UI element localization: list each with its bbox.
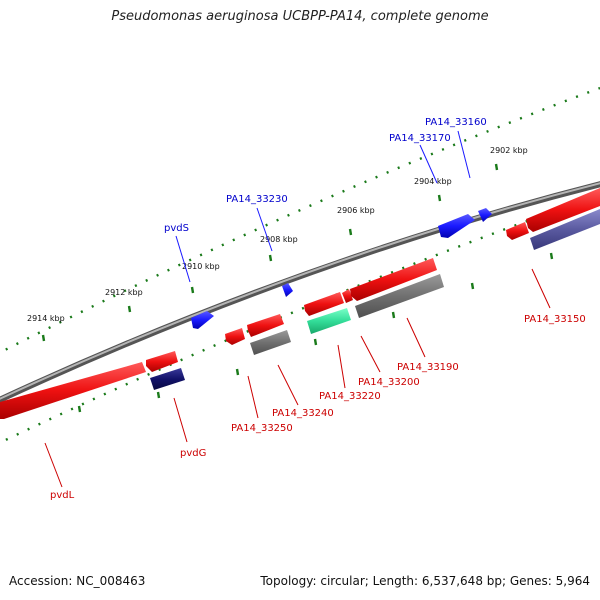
forward-leader-lines — [175, 130, 471, 283]
gene-arrow-reverse-small[interactable] — [342, 289, 353, 303]
kbp-label: 2902 kbp — [490, 146, 528, 155]
gene-arrow-PA14_33220[interactable] — [304, 292, 344, 316]
gene-label-PA14_33200[interactable]: PA14_33200 — [358, 377, 420, 388]
gene-arrow-pvdS[interactable] — [191, 311, 214, 329]
kbp-label: 2908 kbp — [260, 235, 298, 244]
cds-PA14_33220[interactable] — [307, 308, 351, 334]
gene-arrow-PA14_33160[interactable] — [478, 208, 492, 222]
cds-pvdG[interactable] — [150, 368, 185, 390]
kbp-label: 2906 kbp — [337, 206, 375, 215]
reverse-leader-lines — [44, 268, 551, 488]
cds-PA14_33150[interactable] — [530, 209, 600, 250]
gene-label-PA14_33230[interactable]: PA14_33230 — [226, 194, 288, 205]
gene-label-PA14_33250[interactable]: PA14_33250 — [231, 423, 293, 434]
kbp-label: 2914 kbp — [27, 314, 65, 323]
inner-ruler-track — [0, 193, 600, 444]
cds-PA14_33200[interactable] — [355, 274, 444, 318]
gene-arrow-PA14_33170[interactable] — [438, 214, 475, 238]
gene-arrow-reverse[interactable] — [146, 351, 178, 372]
gene-label-pvdG[interactable]: pvdG — [180, 448, 206, 459]
kbp-label: 2910 kbp — [182, 262, 220, 271]
outer-ruler-track — [0, 86, 600, 354]
gene-arrow-pvdL[interactable] — [0, 362, 146, 419]
gene-label-PA14_33160[interactable]: PA14_33160 — [425, 117, 487, 128]
gene-arrow-forward[interactable] — [282, 283, 293, 297]
gene-arrow-reverse-edge[interactable] — [526, 188, 600, 232]
accession-text: Accession: NC_008463 — [9, 574, 146, 588]
gene-arrow-PA14_33150[interactable] — [506, 222, 529, 240]
major-ticks — [41, 163, 554, 413]
gene-label-PA14_33220[interactable]: PA14_33220 — [319, 391, 381, 402]
genome-summary-text: Topology: circular; Length: 6,537,648 bp… — [260, 574, 590, 588]
map-title: Pseudomonas aeruginosa UCBPP-PA14, compl… — [111, 9, 489, 24]
cds-PA14_33240[interactable] — [250, 330, 291, 355]
kbp-label: 2904 kbp — [414, 177, 452, 186]
kbp-label: 2912 kbp — [105, 288, 143, 297]
gene-arrow-PA14_33250[interactable] — [225, 328, 245, 345]
gene-label-PA14_33240[interactable]: PA14_33240 — [272, 408, 334, 419]
gene-label-PA14_33170[interactable]: PA14_33170 — [389, 133, 451, 144]
gene-label-pvdS[interactable]: pvdS — [164, 223, 189, 234]
gene-label-PA14_33150[interactable]: PA14_33150 — [524, 314, 586, 325]
gene-arrow-PA14_33200[interactable] — [350, 258, 437, 301]
genome-backbone — [0, 181, 600, 403]
gene-arrow-PA14_33240[interactable] — [247, 314, 284, 337]
gene-label-PA14_33190[interactable]: PA14_33190 — [397, 362, 459, 373]
gene-label-pvdL[interactable]: pvdL — [50, 490, 75, 501]
